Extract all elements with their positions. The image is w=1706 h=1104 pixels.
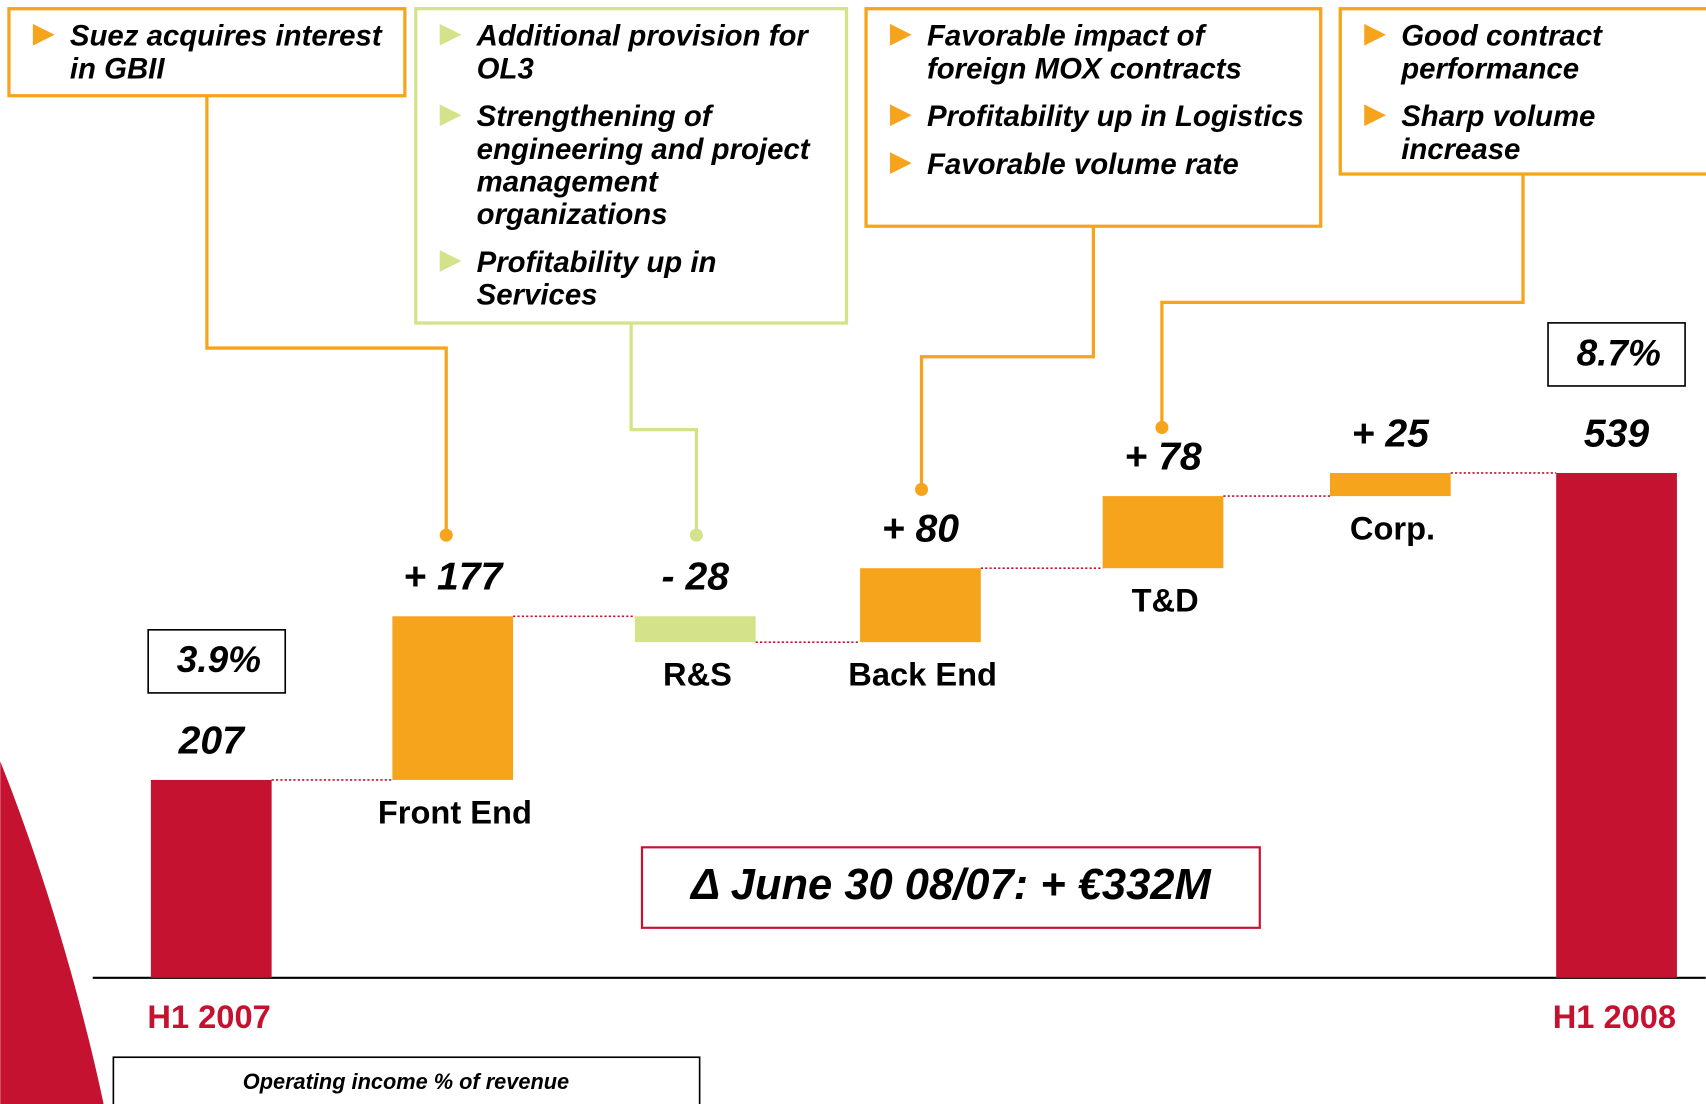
annotation-item: Suez acquires interest in GBII [9,20,396,85]
annotation-item: Good contract performance [1340,20,1701,85]
value-label: + 80 [882,508,960,551]
connector-dot [439,528,453,542]
annotation-list: Suez acquires interest in GBII [9,20,396,85]
annotation-item: Profitability up in Services [416,246,838,311]
margin-label: 8.7% [1577,332,1661,373]
annotation: Favorable impact of foreign MOX contract… [866,20,1312,181]
legend-box [112,1056,701,1104]
category-label: Back End [848,656,997,693]
annotation-list: Favorable impact of foreign MOX contract… [866,20,1312,181]
connector-dot [689,528,703,542]
annotation-item: Sharp volume increase [1340,100,1701,165]
connector [1160,174,1525,428]
annotation-list: Additional provision for OL3 Strengthenin… [416,20,838,311]
bullet [1364,23,1386,46]
summary-box [640,846,1261,929]
legend-label: Operating income % of revenue [243,1069,569,1094]
connector [205,95,448,536]
value-label: 539 [1584,412,1650,455]
annotation: Good contract performance Sharp volume in… [1340,20,1701,166]
annotation-item: Additional provision for OL3 [416,20,838,85]
connector-dot [914,482,929,496]
bar [634,616,756,643]
annotation-list: Good contract performance Sharp volume in… [1340,20,1701,166]
bar [392,616,514,780]
summary: Δ June 30 08/07: + €332M [689,861,1211,909]
decoration [0,761,104,1104]
value-label: - 28 [662,556,730,599]
annotation-box [1338,7,1706,176]
bar [860,568,981,643]
bar [1556,472,1677,978]
bullet [32,23,55,46]
annotation-box [414,7,849,325]
category-label: H1 2008 [1553,998,1676,1035]
bar [1102,496,1224,569]
value-label: + 25 [1352,412,1431,455]
connector [919,226,1096,490]
category-label: T&D [1132,582,1199,619]
annotation-item: Profitability up in Logistics [866,100,1312,133]
bullet [1364,104,1386,127]
bar [1329,472,1451,497]
category-label: Front End [378,793,532,830]
category-label: H1 2007 [147,998,270,1035]
annotation-item: Favorable volume rate [866,148,1312,181]
annotation-item: Favorable impact of foreign MOX contract… [866,20,1312,85]
value-label: + 78 [1124,435,1202,478]
annotation-item: Strengthening of engineering and project… [416,100,838,231]
connector-dot [1155,420,1169,434]
bullet [889,152,912,175]
margin-box [1547,322,1686,387]
bullet [889,23,912,46]
annotation: Suez acquires interest in GBII [9,20,396,85]
bullet [439,23,462,46]
margin-label: 3.9% [177,639,261,680]
annotation-box [7,7,407,98]
bullet [439,250,462,272]
category-label: R&S [663,656,732,693]
value-label: 207 [178,719,247,762]
bullet [889,104,912,127]
annotation-box [864,7,1323,228]
bullet [439,104,462,127]
value-label: + 177 [403,556,504,599]
annotation: Additional provision for OL3 Strengthenin… [416,20,838,311]
bar [150,779,272,978]
category-label: Corp. [1350,510,1435,547]
connector [629,323,699,536]
margin-box [147,629,287,694]
